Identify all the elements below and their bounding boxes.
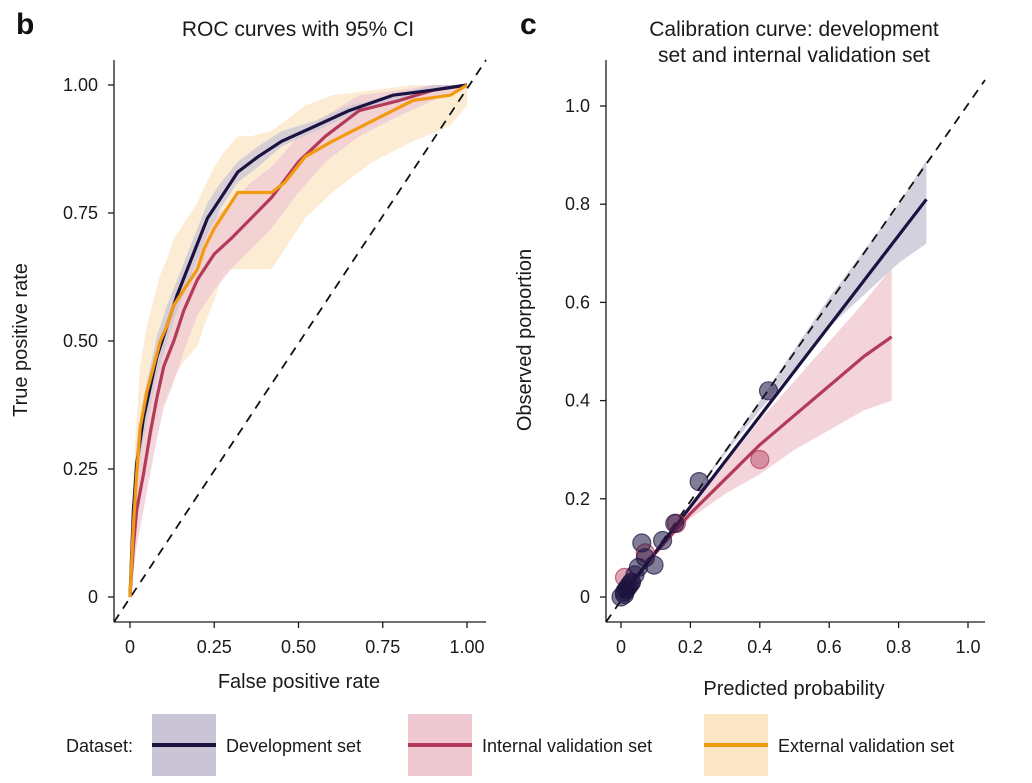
legend: Dataset: Development set Internal valida… <box>66 714 954 776</box>
calibration-y-tick-label: 1.0 <box>565 96 590 116</box>
roc-ci-band-development <box>130 85 467 597</box>
roc-reference-diagonal <box>113 59 487 623</box>
roc-ci-band-internal <box>130 85 467 597</box>
roc-y-tick-label: 1.00 <box>63 75 98 95</box>
calibration-reference-diagonal <box>605 79 986 623</box>
calibration-point-development <box>689 472 709 492</box>
calibration-y-tick-label: 0.2 <box>565 489 590 509</box>
calibration-x-label: Predicted probability <box>703 678 884 700</box>
roc-x-tick-label: 0.75 <box>365 637 400 657</box>
calibration-title-line-1: Calibration curve: development <box>649 18 939 41</box>
roc-y-tick-label: 0.25 <box>63 459 98 479</box>
roc-x-label: False positive rate <box>218 671 380 693</box>
calibration-ci-band-internal <box>655 268 892 553</box>
roc-x-tick-label: 1.00 <box>449 637 484 657</box>
roc-curve-internal <box>128 83 468 598</box>
calibration-x-tick-label: 0.4 <box>747 637 772 657</box>
legend-label-internal: Internal validation set <box>482 736 652 756</box>
calibration-y-tick-label: 0.8 <box>565 194 590 214</box>
calibration-x-tick-label: 0 <box>616 637 626 657</box>
calibration-x-tick-label: 0.6 <box>817 637 842 657</box>
calibration-x-tick-label: 0.2 <box>678 637 703 657</box>
calibration-point-development <box>758 381 779 401</box>
calibration-point-development <box>652 530 673 551</box>
calibration-y-tick-label: 0.4 <box>565 391 590 411</box>
roc-x-tick-label: 0.50 <box>281 637 316 657</box>
calibration-point-internal <box>750 449 770 470</box>
legend-label-development: Development set <box>226 736 361 756</box>
roc-y-label: True positive rate <box>10 263 32 417</box>
calibration-x-tick-label: 1.0 <box>955 637 980 657</box>
calibration-y-label: Observed porportion <box>514 249 536 431</box>
legend-title: Dataset: <box>66 736 133 756</box>
calibration-point-development <box>632 533 652 553</box>
calibration-y-tick-label: 0.6 <box>565 292 590 312</box>
calibration-ci-band-development <box>690 160 927 499</box>
roc-x-tick-label: 0.25 <box>197 637 232 657</box>
roc-y-tick-label: 0 <box>88 587 98 607</box>
panel-letter-b: b <box>16 8 34 41</box>
legend-label-external: External validation set <box>778 736 954 756</box>
calibration-plot: 0 0.2 0.4 0.6 0.8 1.0 0 0.2 0.4 0.6 0.8 1.0 <box>565 60 986 657</box>
roc-curve-development <box>128 83 468 598</box>
roc-curve-external <box>128 83 468 598</box>
calibration-y-tick-label: 0 <box>580 587 590 607</box>
roc-y-tick-label: 0.50 <box>63 331 98 351</box>
roc-y-tick-label: 0.75 <box>63 203 98 223</box>
roc-plot: 0 0.25 0.50 0.75 1.00 0 0.25 0.50 0.75 1.00 <box>63 59 487 657</box>
roc-title: ROC curves with 95% CI <box>182 18 414 41</box>
roc-x-tick-label: 0 <box>125 637 135 657</box>
calibration-point-development <box>665 513 685 534</box>
calibration-x-tick-label: 0.8 <box>886 637 911 657</box>
calibration-point-development <box>644 555 664 575</box>
panel-letter-c: c <box>520 8 537 41</box>
calibration-title-line-2: set and internal validation set <box>658 44 930 67</box>
